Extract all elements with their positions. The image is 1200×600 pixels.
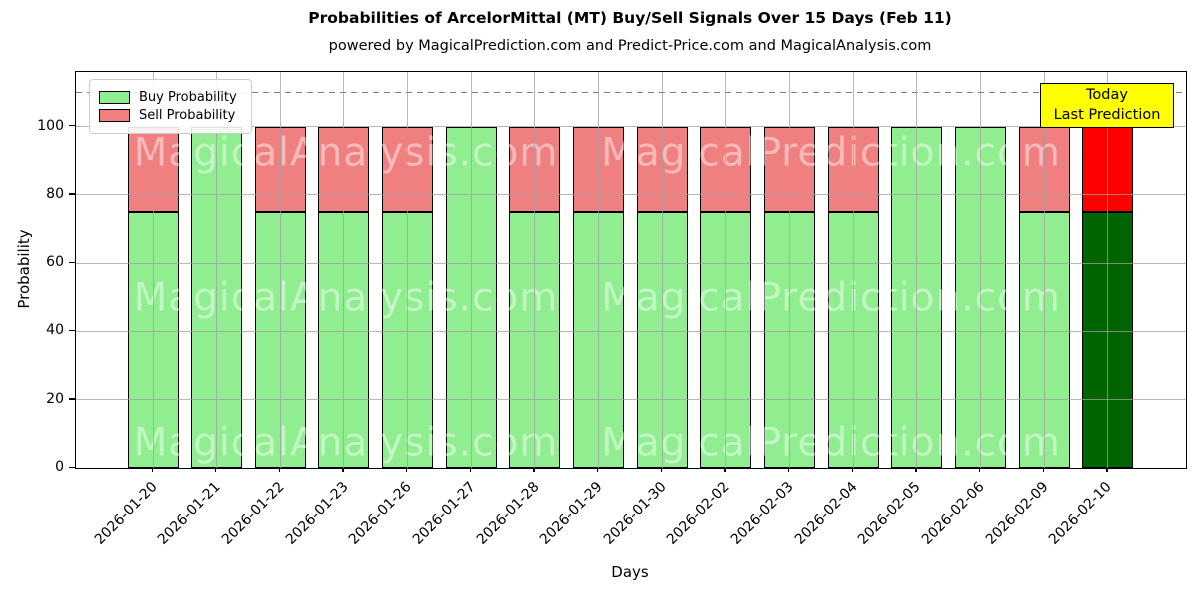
v-gridline: [470, 72, 472, 468]
watermark-text: MagicalPrediction.com: [601, 420, 1061, 466]
v-gridline: [916, 72, 918, 468]
h-gridline: [76, 262, 1186, 264]
legend-item-buy: Buy Probability: [99, 90, 237, 105]
v-gridline: [152, 72, 154, 468]
h-gridline: [76, 194, 1186, 196]
x-tick-label: 2026-01-23: [282, 479, 352, 548]
v-gridline: [407, 72, 409, 468]
y-tick-mark: [69, 193, 75, 195]
x-tick-label: 2026-01-28: [473, 479, 543, 548]
x-tick-label: 2026-01-29: [537, 479, 606, 548]
y-tick-mark: [69, 398, 75, 400]
legend-label-sell: Sell Probability: [139, 108, 236, 123]
x-tick-label: 2026-01-27: [409, 479, 479, 548]
v-gridline: [343, 72, 345, 468]
v-gridline: [979, 72, 981, 468]
y-tick-label: 100: [37, 117, 64, 134]
v-gridline: [216, 72, 218, 468]
h-gridline: [76, 126, 1186, 128]
x-tick-mark: [278, 467, 281, 472]
y-tick-mark: [69, 329, 75, 332]
v-gridline: [725, 72, 727, 468]
watermark-text: MagicalAnalysis.com: [133, 420, 559, 466]
x-tick-mark: [788, 467, 790, 472]
v-gridline: [1107, 72, 1109, 468]
x-tick-label: 2026-01-21: [155, 479, 224, 548]
h-gridline: [76, 330, 1186, 332]
x-tick-mark: [915, 467, 917, 472]
x-tick-mark: [724, 467, 726, 472]
x-tick-mark: [533, 467, 535, 472]
x-tick-mark: [469, 467, 472, 472]
chart-title: Probabilities of ArcelorMittal (MT) Buy/…: [308, 9, 952, 27]
x-tick-mark: [1042, 467, 1044, 472]
y-tick-label: 80: [46, 185, 64, 202]
x-tick-mark: [406, 467, 408, 472]
threshold-dashed-line: [76, 91, 1186, 94]
today-annotation: Today Last Prediction: [1040, 83, 1174, 128]
legend-label-buy: Buy Probability: [139, 90, 237, 105]
x-tick-label: 2026-02-06: [918, 479, 988, 548]
y-tick-mark: [69, 261, 75, 263]
v-gridline: [1043, 72, 1045, 468]
x-tick-label: 2026-02-04: [791, 479, 861, 548]
x-tick-label: 2026-02-09: [982, 479, 1052, 548]
x-tick-label: 2026-01-22: [218, 479, 288, 548]
buy-swatch-icon: [99, 91, 130, 104]
watermark-text: MagicalPrediction.com: [601, 130, 1061, 176]
x-tick-mark: [597, 467, 599, 472]
x-tick-label: 2026-01-26: [346, 479, 415, 548]
watermark-text: MagicalAnalysis.com: [133, 275, 559, 321]
y-tick-label: 20: [46, 390, 64, 407]
x-tick-mark: [1106, 467, 1108, 472]
legend-item-sell: Sell Probability: [99, 108, 237, 123]
y-tick-label: 0: [55, 459, 64, 475]
x-tick-label: 2026-02-05: [855, 479, 925, 548]
legend: Buy Probability Sell Probability: [89, 79, 252, 134]
v-gridline: [789, 72, 790, 468]
y-tick-mark: [69, 125, 75, 127]
x-axis-title: Days: [611, 563, 649, 581]
x-tick-mark: [151, 467, 153, 472]
sell-swatch-icon: [99, 109, 130, 122]
chart-subtitle: powered by MagicalPrediction.com and Pre…: [328, 38, 932, 54]
annotation-line-2: Last Prediction: [1053, 107, 1161, 123]
plot-area: Buy Probability Sell Probability Today L…: [75, 71, 1187, 469]
x-tick-label: 2026-01-20: [91, 479, 161, 548]
x-tick-mark: [215, 467, 217, 472]
v-gridline: [598, 72, 600, 468]
x-tick-label: 2026-01-30: [600, 479, 670, 548]
x-tick-mark: [342, 467, 344, 472]
y-tick-label: 40: [46, 322, 64, 339]
watermark-text: MagicalAnalysis.com: [133, 130, 559, 176]
x-tick-label: 2026-02-03: [727, 479, 797, 548]
y-tick-label: 60: [46, 254, 64, 271]
x-tick-label: 2026-02-02: [664, 479, 734, 548]
x-tick-label: 2026-02-10: [1046, 479, 1116, 548]
x-tick-mark: [660, 467, 662, 472]
annotation-line-1: Today: [1086, 87, 1128, 103]
h-gridline: [76, 399, 1186, 401]
watermark-text: MagicalPrediction.com: [601, 275, 1061, 321]
v-gridline: [534, 72, 536, 468]
v-gridline: [852, 72, 854, 468]
v-gridline: [279, 72, 281, 468]
x-tick-mark: [978, 467, 981, 472]
v-gridline: [661, 72, 663, 468]
x-tick-mark: [851, 467, 853, 472]
y-tick-mark: [69, 466, 75, 468]
